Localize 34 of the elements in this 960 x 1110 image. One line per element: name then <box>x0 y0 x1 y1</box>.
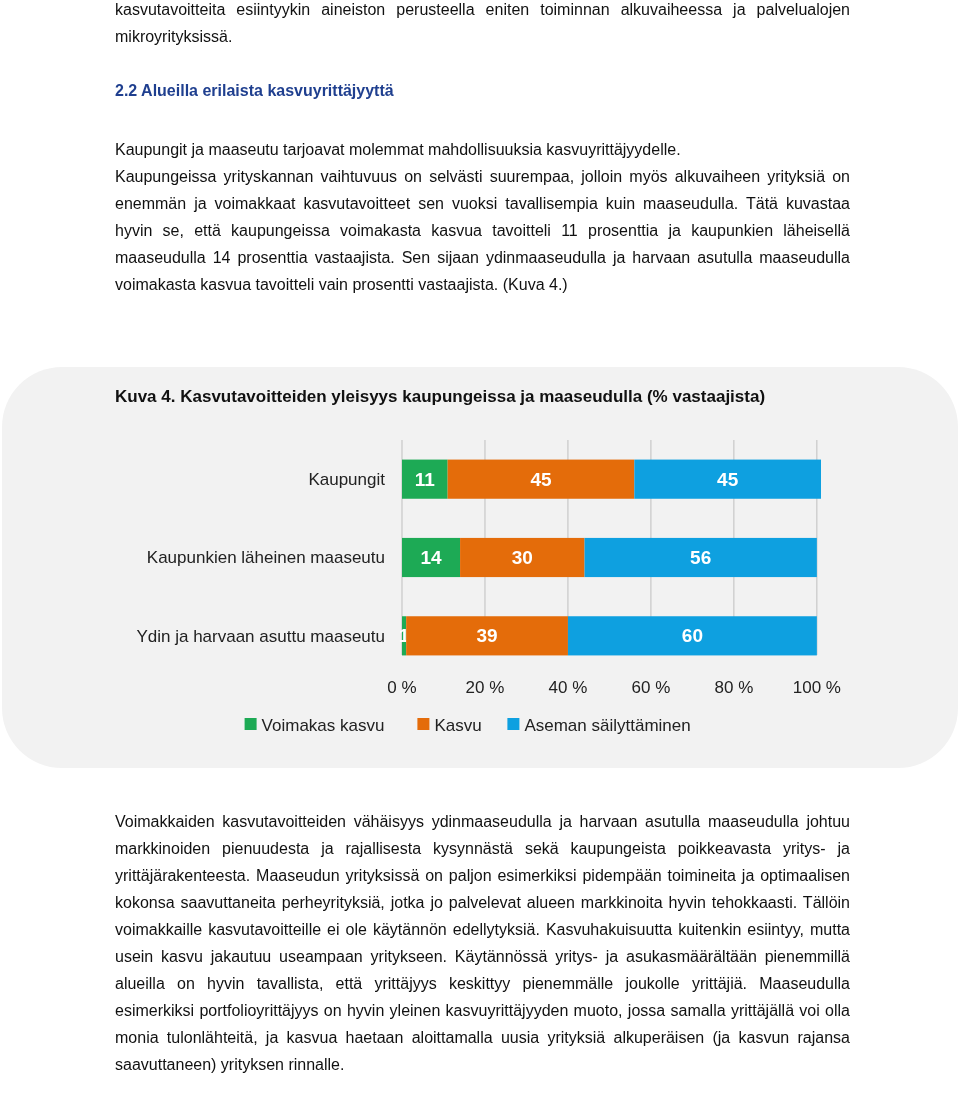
text: kasvutavoitteita esiintyykin aineiston perusteella eniten toiminnan alkuvaiheessa ja palvelualojen mikroyrityksissä. <box>115 0 850 47</box>
legend-label: Kasvu <box>434 715 482 735</box>
x-tick-label: 60 % <box>631 678 671 697</box>
data-label: 45 <box>717 468 739 490</box>
chart-title: Kuva 4. Kasvutavoitteiden yleisyys kaupungeissa ja maaseudulla (% vastaajista) <box>115 387 766 406</box>
x-tick-label: 40 % <box>548 678 588 697</box>
bar <box>634 459 821 499</box>
data-label: 45 <box>530 468 552 490</box>
x-tick-label: 20 % <box>465 678 505 697</box>
data-label: 30 <box>511 547 533 569</box>
bar <box>460 537 585 578</box>
data-label: 14 <box>420 547 443 569</box>
text: Kaupungit ja maaseutu tarjoavat molemmat mahdollisuuksia kasvuyrittäjyydelle. <box>115 140 682 160</box>
x-tick-label: 100 % <box>792 678 841 697</box>
x-tick-label: 0 % <box>387 678 417 697</box>
text: Voimakkaiden kasvutavoitteiden vähäisyys ydinmaaseudulla ja harvaan asutulla maaseudulla johtuu markkinoiden pienuudesta ja rajallisesta kysynnästä sekä kaupungeista poikkeavasta yritys- ja yrittäjärakenteesta. Maaseudun yrityksissä on paljon esimerkiksi pidempään toimineita ja optimaalisen kokonsa saavuttaneita perheyrityksiä, jotka jo palvelevat alueen markkinoita hyvin tehokkaasti. Tällöin voimakkaille kasvutavoitteille ei ole käytännön edellytyksiä. Kasvuhakuisuutta kuitenkin esiintyy, mutta usein kasvu jakautuu useampaan yritykseen. Käytännössä yritys- ja asukasmäärältään pienemmillä alueilla on hyvin tavallista, että yrittäjyys keskittyy pienemmälle joukolle yrittäjiä. Maaseudulla esimerkiksi portfolioyrittäjyys on hyvin yleinen kasvuyrittäjyyden muoto, jossa samalla yrittäjällä voi olla monia tulonlähteitä, ja kasvua haetaan aloittamalla uusia yrityksiä alkuperäisen (ja kasvun rajansa saavuttaneen) yrityksen rinnalle. <box>115 813 850 1073</box>
bar <box>406 616 568 656</box>
legend-label: Voimakas kasvu <box>261 715 385 735</box>
x-tick-label: 80 % <box>714 678 754 697</box>
y-tick-label: Kaupungit <box>308 470 386 490</box>
bar <box>584 537 817 578</box>
bar <box>567 616 817 656</box>
bar <box>402 537 461 578</box>
legend-label: Aseman säilyttäminen <box>524 715 691 735</box>
y-tick-label: Ydin ja harvaan asuttu maaseutu <box>136 626 385 646</box>
text: Kaupungeissa yrityskannan vaihtuvuus on selvästi suurempaa, jolloin myös alkuvaiheen yrityksiä on enemmän ja voimakkaat kasvutavoitteet sen vuoksi tavallisempia kuin maaseudulla. Tätä kuvastaa hyvin se, että kaupungeissa voimakasta kasvua tavoitteli 11 prosenttia ja kaupunkien läheisellä maaseudulla 14 prosenttia vastaajista. Sen sijaan ydinmaaseudulla ja harvaan asutulla maaseudulla voimakasta kasvua tavoitteli vain prosentti vastaajista. (Kuva 4.) <box>115 167 850 295</box>
data-label: 56 <box>690 547 712 569</box>
bar <box>402 459 448 499</box>
y-tick-label: Kaupunkien läheinen maaseutu <box>146 548 385 568</box>
bar <box>447 459 635 499</box>
data-label: 11 <box>414 468 436 490</box>
data-label: 60 <box>681 625 703 647</box>
text: 2.2 Alueilla erilaista kasvuyrittäjyyttä <box>115 81 395 101</box>
data-label: 39 <box>476 625 498 647</box>
